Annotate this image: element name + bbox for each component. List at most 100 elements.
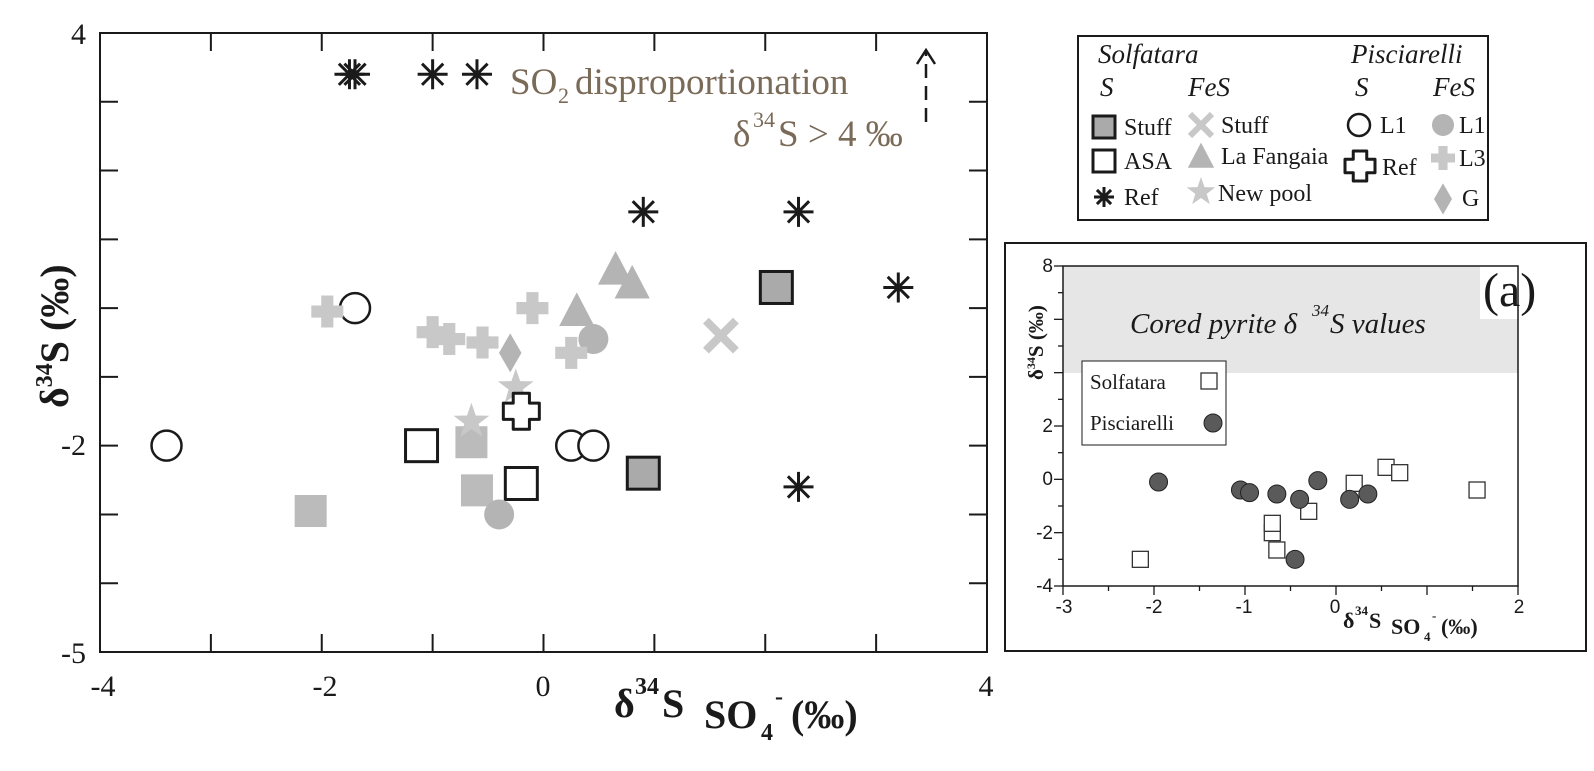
so2-annotation-part-1: SO xyxy=(510,62,557,103)
legend-marker xyxy=(1431,146,1455,170)
data-point xyxy=(783,196,814,227)
so2-annotation-part-3: disproportionation xyxy=(575,62,848,103)
inset-x-tick-0: 0 xyxy=(1330,597,1341,618)
inset-data-point xyxy=(1240,483,1260,503)
legend-box xyxy=(1077,35,1489,221)
data-point xyxy=(433,323,466,356)
inset-data-point xyxy=(1290,489,1310,509)
legend: Solfatara Pisciarelli S FeS S FeS Stuff … xyxy=(1077,35,1489,221)
data-point xyxy=(883,272,914,303)
inset-data-point xyxy=(1345,474,1363,492)
main-plot: 4 -2 -5 -4 -2 0 4 δ 34 S SO 4 - (‰) δ34S… xyxy=(32,18,994,746)
inset-legend-pisciarelli: Pisciarelli xyxy=(1090,411,1174,435)
y-axis-title-text-part-1: 34 xyxy=(32,363,58,387)
y-axis-title-text: δ34S (‰) xyxy=(32,264,77,408)
inset-data-points xyxy=(1131,458,1486,569)
data-point xyxy=(497,368,534,403)
x-axis-title-part-3: S xyxy=(662,681,684,726)
inset-x-axis-title-part-5: 4 xyxy=(1424,629,1431,644)
data-point xyxy=(597,251,634,285)
inset-x-axis-title-part-2: 34 xyxy=(1355,603,1369,618)
data-point xyxy=(758,269,794,305)
x-tick-0: 0 xyxy=(536,670,551,703)
inset-axis-ticks xyxy=(1054,265,1519,595)
data-point xyxy=(503,465,539,501)
y-tick-neg5: -5 xyxy=(61,637,86,670)
inset-y-tick-neg4: -4 xyxy=(1036,576,1053,597)
data-point xyxy=(516,292,549,325)
data-point xyxy=(577,429,610,462)
inset-y-tick-neg2: -2 xyxy=(1036,523,1053,544)
x-tick-neg2: -2 xyxy=(313,670,338,703)
inset-data-point xyxy=(1131,550,1149,568)
data-point xyxy=(783,471,814,502)
data-point xyxy=(416,316,449,349)
main-data-points xyxy=(150,59,914,530)
inset-data-point xyxy=(1149,472,1169,492)
so2-annotation-part-2: 2 xyxy=(558,83,569,108)
data-point xyxy=(338,291,372,325)
inset-x-tick-neg2: -2 xyxy=(1146,597,1163,618)
y-axis-title-text-part-2: S (‰) xyxy=(32,264,77,363)
data-point xyxy=(461,59,492,90)
so2-annotation: SO 2 disproportionation δ 34 S > 4 ‰ xyxy=(510,62,903,155)
inset-data-point xyxy=(1267,484,1287,504)
x-axis-title-part-1: δ xyxy=(614,681,635,726)
inset-data-point xyxy=(1468,481,1486,499)
legend-header-pisciarelli: Pisciarelli xyxy=(1350,39,1462,69)
legend-label-fes-newpool: New pool xyxy=(1218,181,1312,207)
legend-label-fes-lafangaia: La Fangaia xyxy=(1221,144,1329,170)
inset-data-point xyxy=(1308,471,1328,491)
inset-y-tick-8: 8 xyxy=(1042,256,1053,277)
x-axis-title-part-5: 4 xyxy=(761,720,773,746)
data-point xyxy=(628,196,659,227)
inset-plot: (a) Cored pyrite δ 34 S values 8 2 0 -2 … xyxy=(1004,242,1587,652)
inset-x-axis-title-part-7: (‰) xyxy=(1441,614,1478,639)
inset-data-point xyxy=(1340,489,1360,509)
legend-marker xyxy=(1094,187,1114,207)
y-tick-neg2: -2 xyxy=(61,429,86,462)
inset-data-point xyxy=(1285,549,1305,569)
legend-markers xyxy=(1091,111,1455,215)
data-point xyxy=(294,495,327,528)
inset-y-axis-title-text: δ34S (‰) xyxy=(1024,305,1048,380)
inset-x-axis-title: δ 34 S SO 4 - (‰) xyxy=(1343,603,1478,644)
legend-label-solf-asa: ASA xyxy=(1124,149,1173,175)
x-tick-neg4: -4 xyxy=(91,670,116,703)
data-point xyxy=(484,499,515,530)
legend-marker xyxy=(1091,148,1117,174)
inset-x-tick-2: 2 xyxy=(1514,597,1525,618)
legend-marker xyxy=(1091,114,1117,140)
inset-x-tick-neg3: -3 xyxy=(1056,597,1073,618)
inset-x-tick-neg1: -1 xyxy=(1236,597,1253,618)
x-axis-title-part-6: - xyxy=(775,684,783,710)
data-point xyxy=(311,295,344,328)
legend-label-fes-stuff: Stuff xyxy=(1221,113,1269,139)
data-point xyxy=(702,317,739,354)
legend-marker xyxy=(1343,149,1377,183)
inset-x-axis-title-part-1: δ xyxy=(1343,608,1354,633)
x-axis-title-part-2: 34 xyxy=(635,674,659,700)
legend-header-pisc-fes: FeS xyxy=(1432,72,1475,102)
inset-legend-square-marker xyxy=(1200,372,1218,390)
legend-marker xyxy=(1346,112,1372,138)
inset-x-axis-title-part-6: - xyxy=(1432,608,1436,623)
inset-y-axis-title-text-part-1: 34 xyxy=(1024,357,1038,369)
inset-x-axis-title-part-3: S xyxy=(1369,608,1381,633)
band-label-part-1: Cored pyrite δ xyxy=(1130,308,1298,340)
inset-data-point xyxy=(1268,541,1286,559)
legend-label-solf-ref: Ref xyxy=(1124,185,1159,211)
data-point xyxy=(578,324,609,355)
data-point xyxy=(417,59,448,90)
data-point xyxy=(150,429,183,462)
data-point xyxy=(614,264,650,299)
legend-label-solf-stuff: Stuff xyxy=(1124,115,1172,141)
dashed-arrow xyxy=(915,47,937,122)
x-tick-4: 4 xyxy=(979,670,994,703)
inset-y-tick-0: 0 xyxy=(1042,469,1053,490)
legend-marker xyxy=(1187,111,1215,139)
data-point xyxy=(455,426,488,459)
legend-label-piscfes-g: G xyxy=(1462,186,1479,212)
legend-header-solf-fes: FeS xyxy=(1187,72,1230,102)
legend-header-pisc-s: S xyxy=(1355,72,1369,102)
